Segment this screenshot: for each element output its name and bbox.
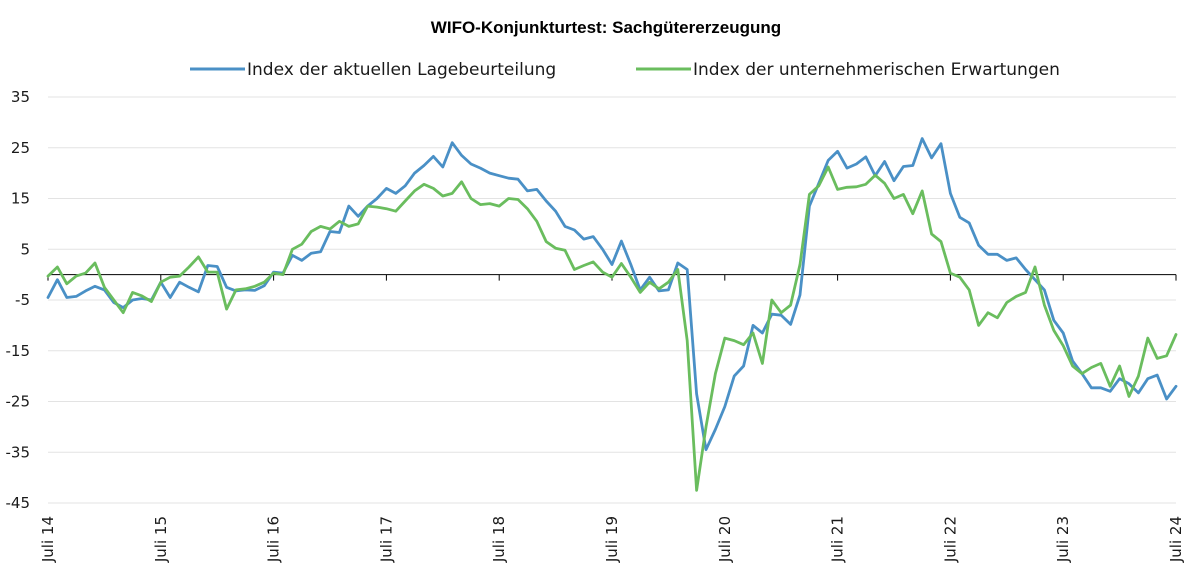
x-tick-label: Juli 19 — [603, 516, 621, 563]
x-tick-label: Juli 18 — [490, 516, 508, 563]
y-tick-label: -35 — [6, 443, 31, 461]
legend-label-erwartungen: Index der unternehmerischen Erwartungen — [693, 60, 1060, 80]
plot-area — [46, 137, 1178, 492]
x-tick-label: Juli 14 — [39, 516, 57, 563]
x-tick-label: Juli 17 — [377, 516, 395, 563]
x-tick-label: Juli 22 — [941, 516, 959, 563]
x-axis-ticks: Juli 14 Juli 15 Juli 16 Juli 17 Juli 18 Juli … — [39, 274, 1185, 563]
legend-label-lagebeurteilung: Index der aktuellen Lagebeurteilung — [247, 60, 556, 80]
y-tick-label: 25 — [11, 139, 30, 157]
series-line-erwartungen — [46, 165, 1178, 492]
gridlines — [48, 96, 1176, 504]
y-tick-label: 15 — [11, 190, 30, 208]
series-line-lagebeurteilung — [46, 137, 1178, 452]
y-tick-label: 35 — [11, 88, 30, 106]
y-tick-label: 5 — [20, 240, 30, 258]
chart-title: WIFO-Konjunkturtest: Sachgütererzeugung — [431, 18, 781, 37]
legend: Index der aktuellen Lagebeurteilung Inde… — [190, 60, 1060, 80]
x-tick-label: Juli 24 — [1167, 516, 1185, 563]
x-tick-label: Juli 15 — [152, 516, 170, 563]
x-tick-label: Juli 20 — [716, 516, 734, 563]
y-tick-label: -25 — [6, 393, 31, 411]
x-tick-label: Juli 23 — [1054, 516, 1072, 563]
x-tick-label: Juli 16 — [265, 516, 283, 563]
y-tick-label: -45 — [6, 494, 31, 512]
y-tick-label: -15 — [6, 342, 31, 360]
x-tick-label: Juli 21 — [829, 516, 847, 563]
y-axis-ticks: 35 25 15 5 -5 -15 -25 -35 -45 — [6, 88, 31, 512]
y-tick-label: -5 — [15, 291, 30, 309]
